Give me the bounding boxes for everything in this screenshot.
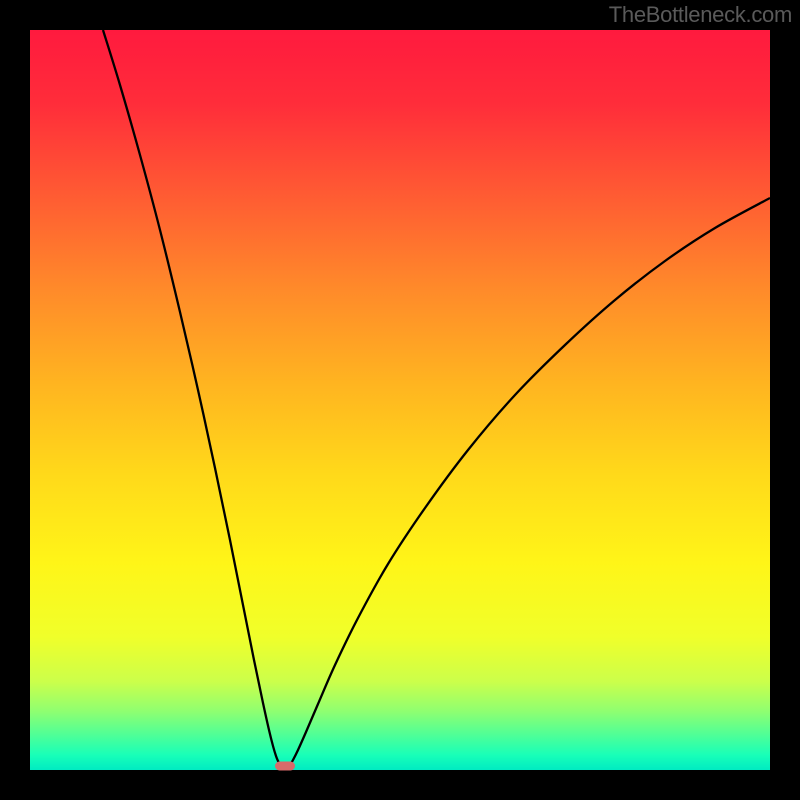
plot-area bbox=[30, 30, 770, 770]
curve-left-branch bbox=[103, 30, 280, 764]
curve-right-branch bbox=[291, 198, 771, 764]
curve-layer bbox=[30, 30, 770, 770]
watermark: TheBottleneck.com bbox=[609, 2, 792, 28]
minimum-marker bbox=[275, 761, 295, 770]
